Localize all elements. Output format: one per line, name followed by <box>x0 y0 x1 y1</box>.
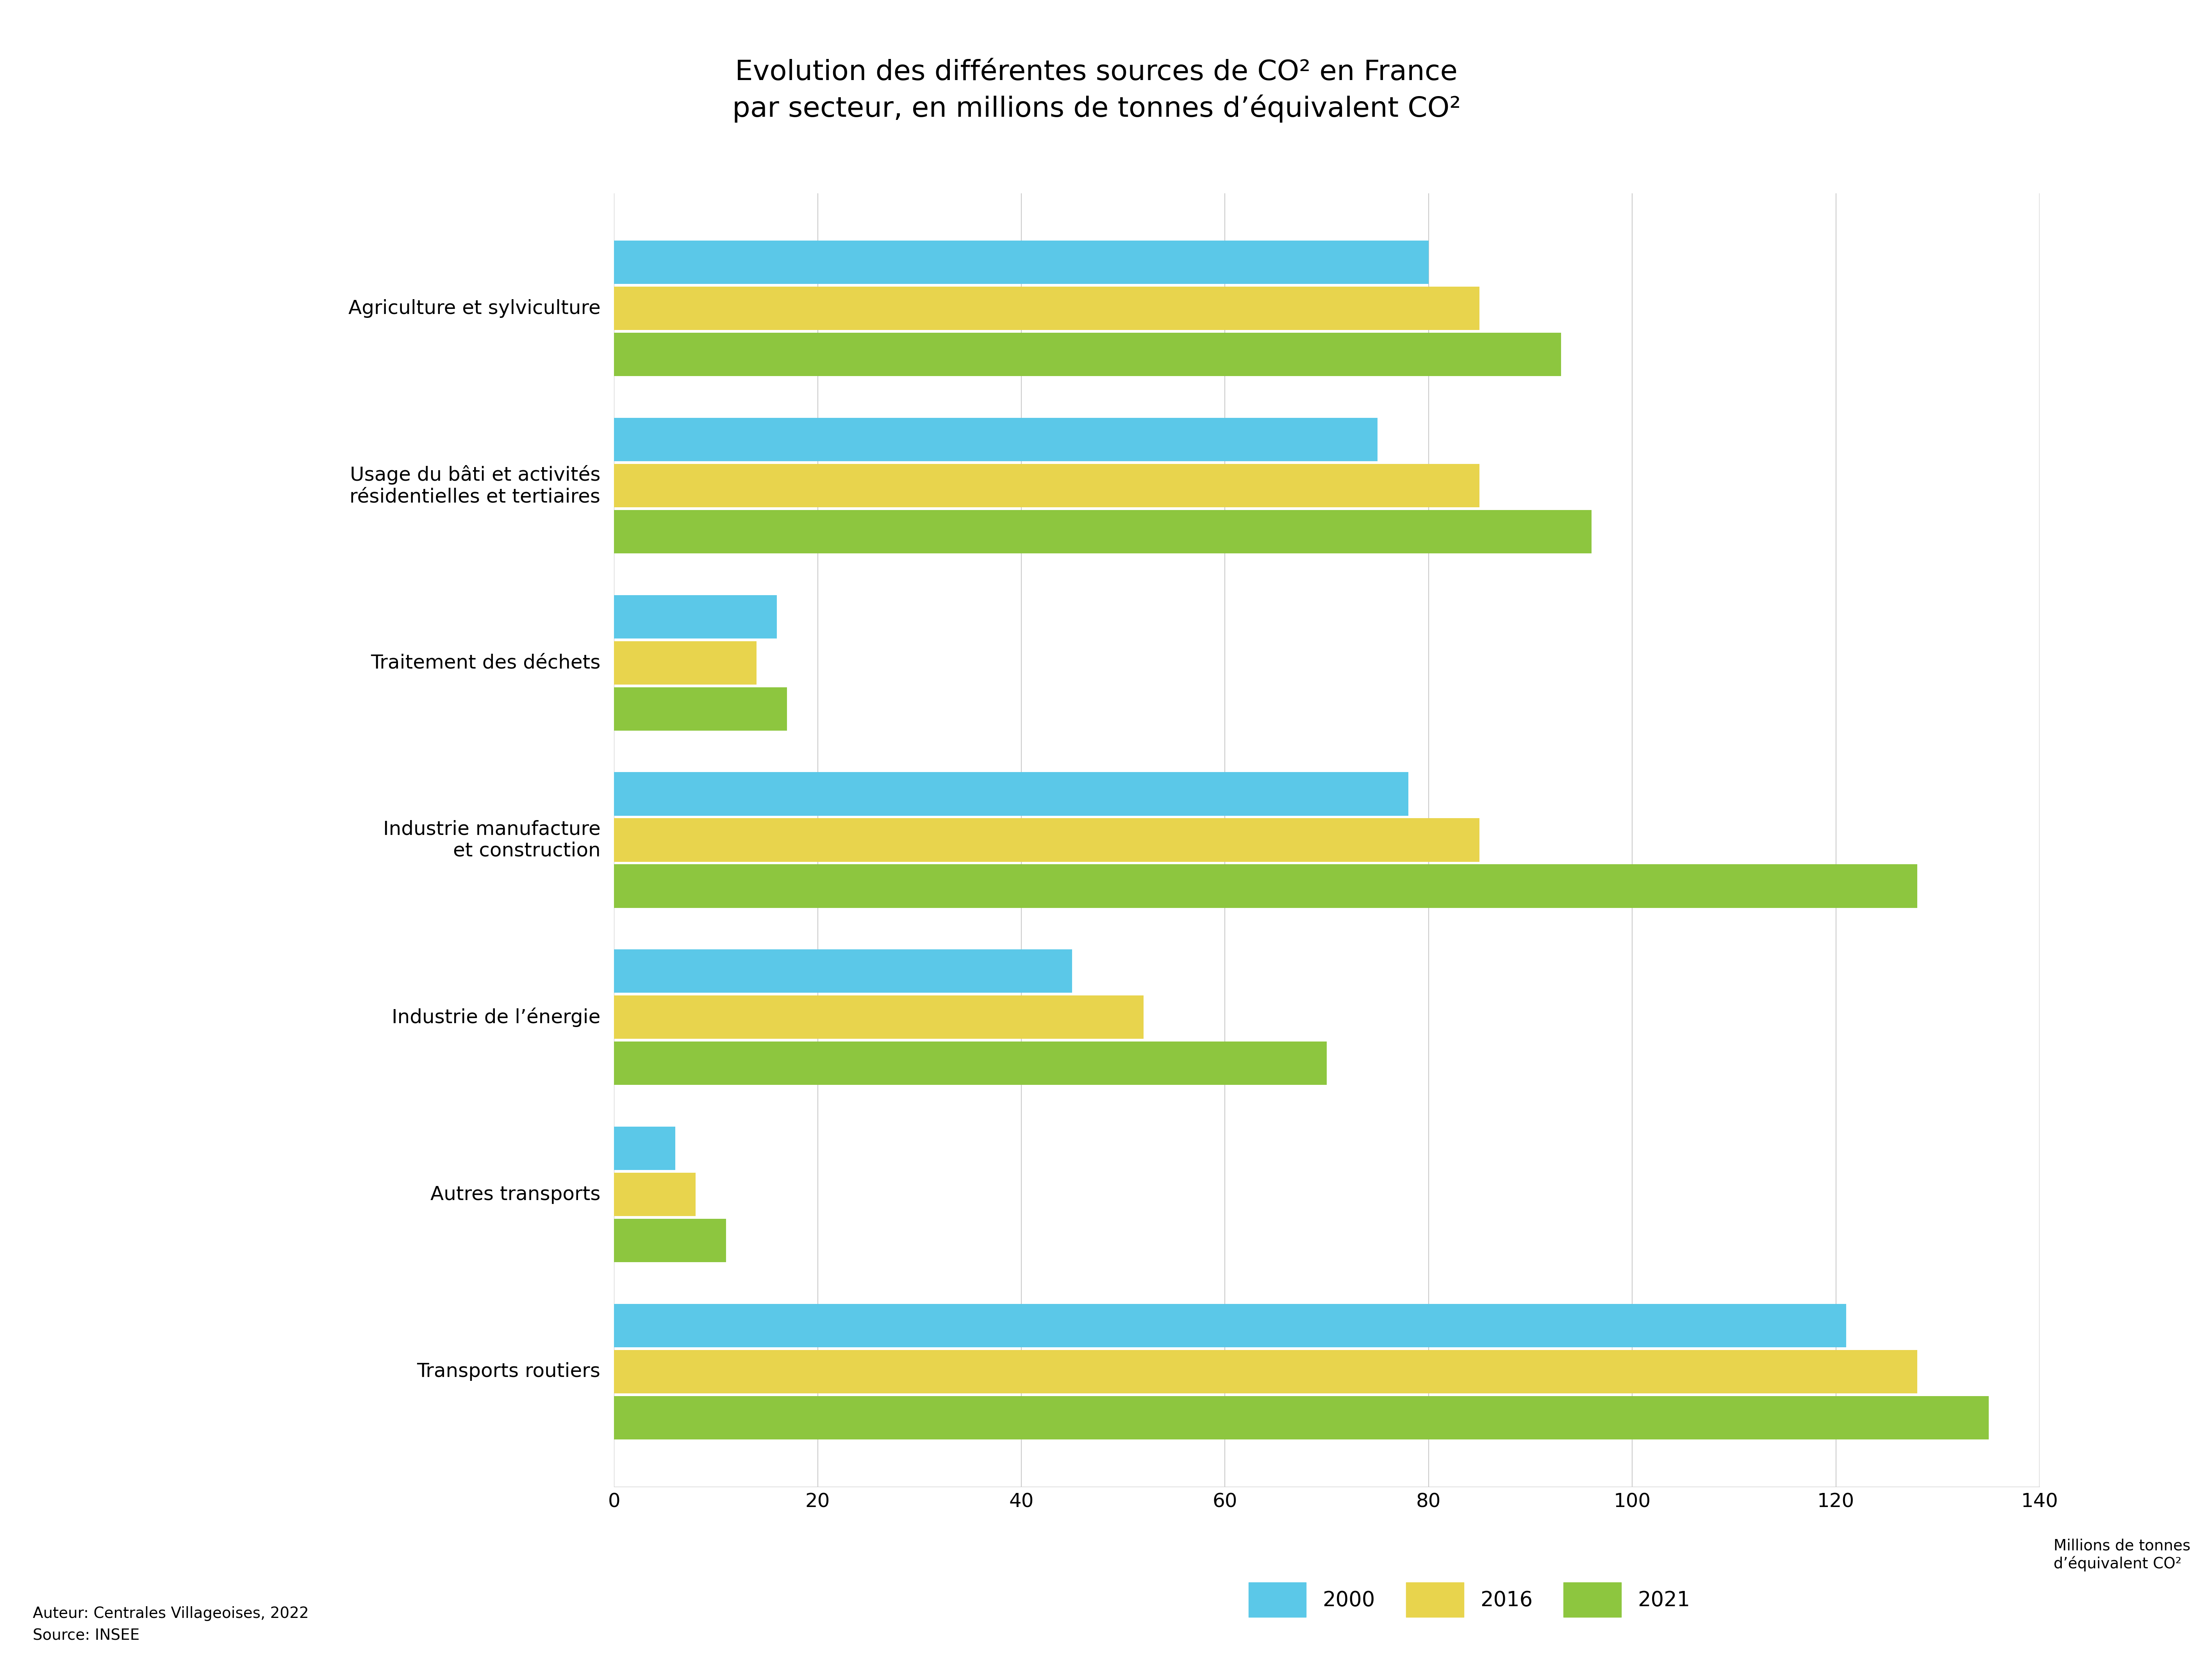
Bar <box>614 949 1072 993</box>
Bar <box>614 240 1428 284</box>
Bar <box>614 1042 1327 1085</box>
Bar <box>614 595 776 638</box>
Text: Evolution des différentes sources de CO² en France
par secteur, en millions de t: Evolution des différentes sources de CO²… <box>732 59 1461 123</box>
Bar <box>614 418 1377 462</box>
Bar <box>614 1173 695 1216</box>
Bar <box>614 773 1408 815</box>
Bar <box>614 1396 1989 1440</box>
Bar <box>614 1351 1917 1393</box>
Bar <box>614 1304 1847 1347</box>
Legend: 2000, 2016, 2021: 2000, 2016, 2021 <box>1241 1574 1697 1625</box>
Bar <box>614 642 757 684</box>
Bar <box>614 1127 675 1169</box>
Text: Millions de tonnes
d’équivalent CO²: Millions de tonnes d’équivalent CO² <box>2055 1539 2191 1571</box>
Bar <box>614 287 1480 329</box>
Bar <box>614 996 1143 1038</box>
Bar <box>614 464 1480 507</box>
Bar <box>614 1218 726 1262</box>
Bar <box>614 818 1480 862</box>
Bar <box>614 511 1592 553</box>
Bar <box>614 865 1917 907</box>
Bar <box>614 333 1561 376</box>
Text: Auteur: Centrales Villageoises, 2022
Source: INSEE: Auteur: Centrales Villageoises, 2022 Sou… <box>33 1606 309 1643</box>
Bar <box>614 687 787 731</box>
